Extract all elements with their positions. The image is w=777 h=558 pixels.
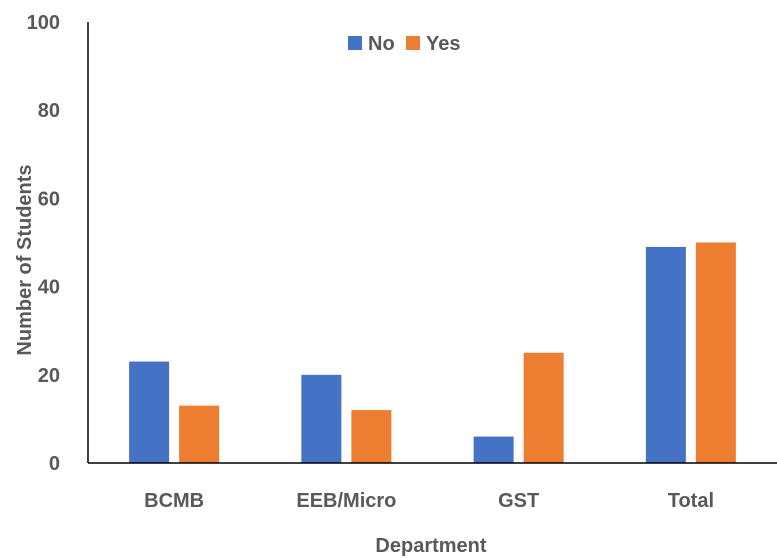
legend-swatch-yes — [406, 36, 420, 50]
bar-no — [473, 436, 514, 463]
bar-yes — [351, 410, 392, 463]
legend: No Yes — [348, 33, 460, 55]
legend-label-no: No — [368, 33, 395, 55]
y-tick-label: 100 — [27, 12, 60, 34]
x-axis-ticks: BCMB EEB/Micro GST Total — [144, 490, 714, 512]
y-tick-label: 80 — [38, 100, 60, 122]
x-axis-title: Department — [375, 535, 486, 557]
x-tick-label: GST — [498, 490, 539, 512]
legend-label-yes: Yes — [426, 33, 460, 55]
x-tick-label: EEB/Micro — [296, 490, 396, 512]
x-tick-label: BCMB — [144, 490, 204, 512]
bar-yes — [179, 405, 220, 463]
bar-no — [301, 374, 342, 463]
bar-yes — [695, 242, 736, 463]
x-tick-label: Total — [668, 490, 714, 512]
bar-no — [129, 361, 170, 463]
bars — [129, 242, 736, 463]
y-tick-label: 20 — [38, 365, 60, 387]
y-axis-title: Number of Students — [14, 164, 36, 355]
y-tick-label: 40 — [38, 277, 60, 299]
y-tick-label: 60 — [38, 188, 60, 210]
legend-swatch-no — [348, 36, 362, 50]
y-axis-ticks: 0 20 40 60 80 100 — [27, 12, 60, 475]
y-tick-label: 0 — [49, 453, 60, 475]
bar-yes — [523, 352, 564, 463]
bar-no — [645, 246, 686, 463]
